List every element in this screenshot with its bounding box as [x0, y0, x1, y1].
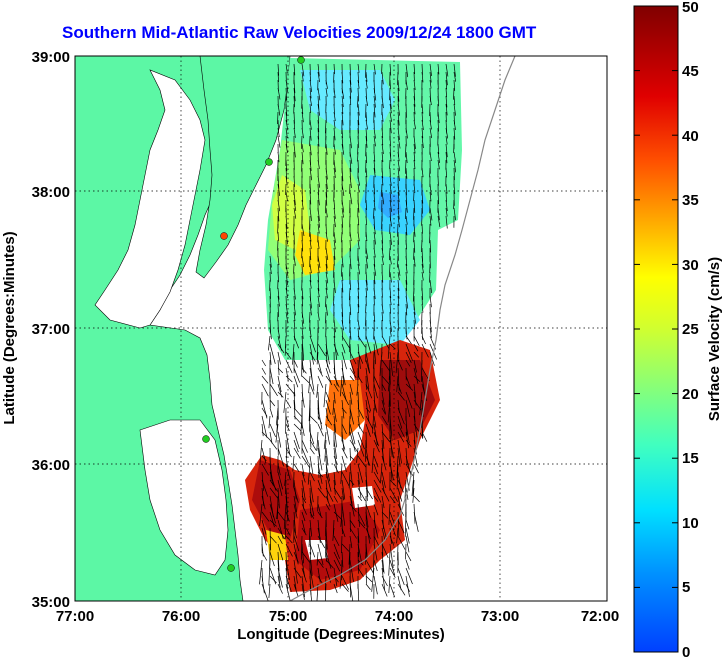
colorbar-tick-label: 5 [682, 579, 690, 596]
station-marker [265, 158, 273, 166]
pamlico-sound [139, 419, 229, 576]
x-tick-label: 72:00 [581, 608, 619, 625]
x-axis-label: Longitude (Degrees:Minutes) [237, 626, 445, 643]
y-tick-label: 38:00 [32, 184, 70, 201]
shelf-contour [289, 56, 516, 601]
colorbar [633, 5, 679, 653]
y-tick-label: 35:00 [32, 594, 70, 611]
station-marker [297, 56, 305, 64]
velocity-arrows [259, 63, 457, 601]
colorbar-tick-label: 50 [682, 0, 699, 16]
map-title: Southern Mid-Atlantic Raw Velocities 200… [62, 23, 537, 42]
colorbar-tick-label: 30 [682, 257, 699, 274]
x-tick-label: 73:00 [481, 608, 519, 625]
land-delmarva [195, 56, 291, 279]
station-marker [220, 232, 228, 240]
colorbar-tick-label: 40 [682, 128, 699, 145]
chesapeake-bay [94, 69, 206, 329]
colorbar-tick-label: 45 [682, 63, 699, 80]
station-marker [202, 435, 210, 443]
colorbar-tick-label: 25 [682, 321, 699, 338]
x-tick-label: 76:00 [162, 608, 200, 625]
x-tick-label: 75:00 [269, 608, 307, 625]
station-marker [227, 564, 235, 572]
grid [75, 56, 607, 601]
colorbar-tick-label: 10 [682, 515, 699, 532]
y-tick-label: 36:00 [32, 457, 70, 474]
colorbar-label: Surface Velocity (cm/s) [706, 257, 723, 421]
colorbar-tick-label: 35 [682, 192, 699, 209]
colorbar-tick-label: 20 [682, 386, 699, 403]
x-tick-label: 74:00 [375, 608, 413, 625]
y-tick-label: 37:00 [32, 321, 70, 338]
y-tick-label: 39:00 [32, 49, 70, 66]
y-axis-label: Latitude (Degrees:Minutes) [1, 231, 18, 424]
colorbar-tick-label: 15 [682, 450, 699, 467]
colorbar-tick-label: 0 [682, 644, 690, 659]
colorbar-ticks [634, 5, 678, 653]
x-tick-label: 77:00 [56, 608, 94, 625]
